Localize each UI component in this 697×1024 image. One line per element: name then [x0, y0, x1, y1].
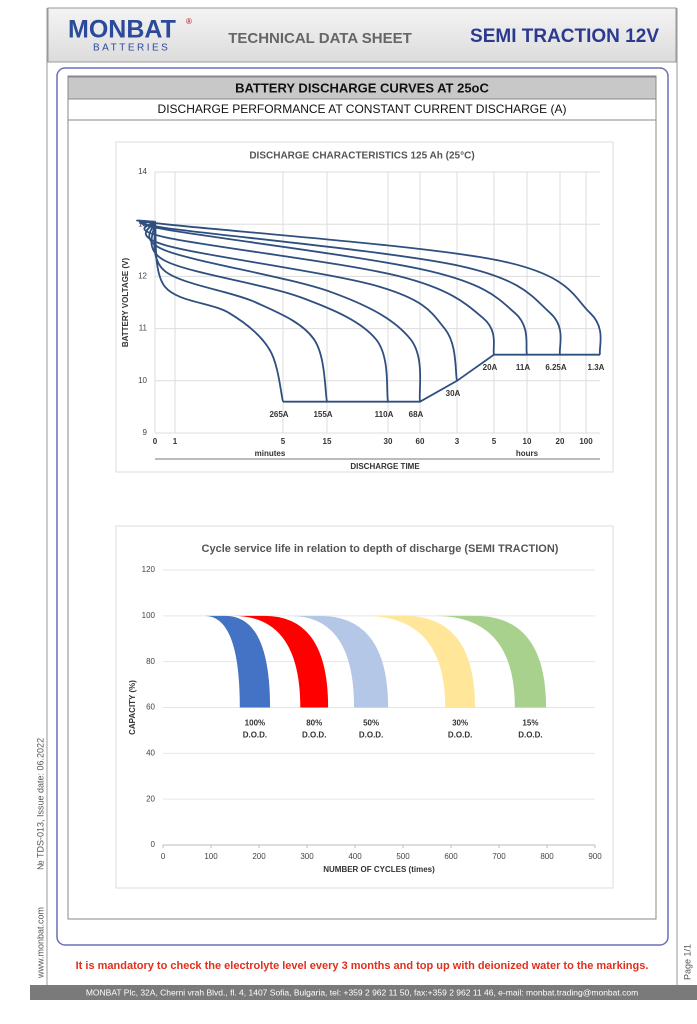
dod-band [365, 615, 475, 708]
footer-bar [30, 985, 697, 1000]
section-subtitle: DISCHARGE PERFORMANCE AT CONSTANT CURREN… [158, 102, 567, 116]
discharge-curve [153, 221, 328, 402]
x-tick-label: 400 [348, 852, 362, 861]
discharge-curve [154, 221, 284, 402]
series-label: 30A [446, 389, 461, 398]
y-tick-label: 0 [151, 840, 156, 849]
x-tick-label: 60 [416, 437, 425, 446]
y-tick-label: 14 [138, 167, 147, 176]
series-label: 11A [516, 363, 530, 372]
frame [56, 67, 669, 946]
dod-band [204, 615, 271, 708]
x-tick-label: 10 [523, 437, 532, 446]
band-label: D.O.D. [359, 731, 383, 740]
band-label: D.O.D. [518, 731, 542, 740]
y-tick-label: 12 [138, 272, 147, 281]
discharge-curve [148, 221, 422, 402]
page-number: Page 1/1 [682, 944, 692, 980]
band-label: 30% [452, 719, 468, 728]
series-label: 110A [375, 410, 394, 419]
x-tick-label: 800 [540, 852, 554, 861]
inner-frame [67, 75, 657, 920]
x-unit-label: hours [516, 449, 539, 458]
chart-title: DISCHARGE CHARACTERISTICS 125 Ah (25°C) [249, 151, 474, 162]
y-axis-label: BATTERY VOLTAGE (V) [121, 258, 130, 348]
y-tick-label: 80 [146, 657, 155, 666]
band-label: 15% [522, 719, 538, 728]
y-tick-label: 11 [139, 324, 148, 333]
section-sub-bar [67, 98, 657, 121]
footer: MONBAT Plc, 32A, Cherni vrah Blvd., fl. … [86, 987, 638, 997]
y-tick-label: 100 [142, 611, 156, 620]
series-label: 20A [483, 363, 498, 372]
x-tick-label: 0 [161, 852, 166, 861]
chart-title: Cycle service life in relation to depth … [202, 543, 559, 555]
x-unit-label: minutes [255, 449, 286, 458]
x-tick-label: 200 [252, 852, 266, 861]
x-axis-label: NUMBER OF CYCLES (times) [323, 865, 435, 874]
x-tick-label: 3 [455, 437, 460, 446]
section-title: BATTERY DISCHARGE CURVES AT 25oC [235, 80, 489, 95]
band-label: 80% [306, 719, 322, 728]
series-label: 6.25A [545, 363, 567, 372]
x-tick-label: 1 [173, 437, 178, 446]
band-label: 50% [363, 719, 379, 728]
header-box [47, 7, 677, 63]
discharge-curve [150, 221, 389, 402]
dod-band [435, 615, 547, 708]
x-tick-label: 5 [492, 437, 497, 446]
y-axis-label: CAPACITY (%) [128, 680, 137, 735]
y-tick-label: 20 [146, 794, 155, 803]
discharge-curve [145, 220, 458, 382]
band-label: D.O.D. [448, 731, 472, 740]
dod-band [233, 615, 329, 708]
x-tick-label: 900 [588, 852, 602, 861]
y-tick-label: 40 [146, 748, 155, 757]
x-tick-label: 600 [444, 852, 458, 861]
y-tick-label: 9 [143, 428, 148, 437]
x-tick-label: 300 [300, 852, 314, 861]
series-label: 155A [313, 410, 332, 419]
x-tick-label: 5 [281, 437, 286, 446]
notice: It is mandatory to check the electrolyte… [76, 960, 649, 972]
logo: MONBAT [68, 16, 176, 44]
chart-box [115, 141, 614, 473]
band-label: 100% [245, 719, 265, 728]
discharge-curve [136, 219, 602, 355]
x-tick-label: 15 [323, 437, 332, 446]
dod-band [290, 615, 389, 708]
x-axis-label: DISCHARGE TIME [350, 462, 420, 471]
x-tick-label: 100 [204, 852, 218, 861]
x-tick-label: 30 [384, 437, 393, 446]
cutoff-line [283, 353, 600, 403]
series-label: 68A [409, 410, 424, 419]
y-tick-label: 60 [146, 703, 155, 712]
y-tick-label: 10 [138, 376, 147, 385]
series-label: 265A [269, 410, 288, 419]
header-right: SEMI TRACTION 12V [470, 26, 659, 47]
logo-mark: ® [186, 17, 192, 26]
x-tick-label: 0 [153, 437, 158, 446]
band-label: D.O.D. [243, 731, 267, 740]
x-tick-label: 700 [492, 852, 506, 861]
y-tick-label: 120 [142, 565, 156, 574]
side-text: № TDS-013, Issue date: 06.2022 [35, 738, 45, 870]
series-label: 1.3A [588, 363, 605, 372]
logo-sub: BATTERIES [93, 43, 170, 54]
x-tick-label: 500 [396, 852, 410, 861]
header-center: TECHNICAL DATA SHEET [228, 30, 412, 47]
band-label: D.O.D. [302, 731, 326, 740]
x-tick-label: 20 [556, 437, 565, 446]
discharge-curve [143, 220, 495, 355]
side-text: www.monbat.com [35, 907, 45, 979]
x-tick-label: 100 [579, 437, 593, 446]
discharge-curve [139, 220, 562, 355]
